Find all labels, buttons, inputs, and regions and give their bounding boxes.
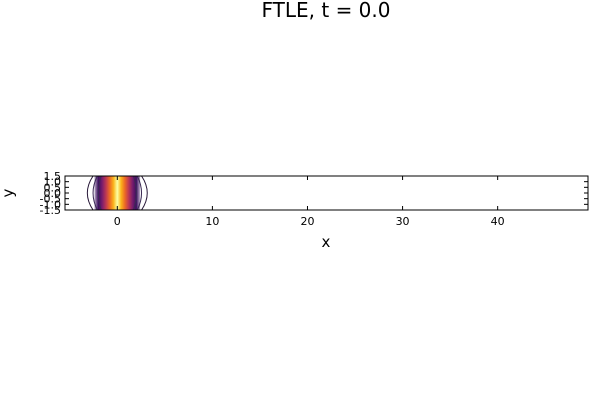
y-tick-label: -0.5 bbox=[40, 193, 61, 206]
ftle-heatmap bbox=[94, 176, 141, 210]
x-axis-label: x bbox=[322, 233, 331, 251]
plot-area bbox=[65, 176, 588, 210]
contour-line-mid-right bbox=[136, 176, 143, 210]
contour-line-inner-left bbox=[97, 176, 102, 210]
x-tick-label: 0 bbox=[114, 215, 121, 228]
chart-title: FTLE, t = 0.0 bbox=[262, 0, 391, 22]
contour-line-outer-right bbox=[141, 176, 148, 210]
y-tick-label: 1.5 bbox=[44, 170, 62, 183]
x-tick-label: 30 bbox=[396, 215, 410, 228]
contour-line-mid-left bbox=[92, 176, 98, 210]
x-tick-label: 20 bbox=[300, 215, 314, 228]
x-tick-label: 10 bbox=[205, 215, 219, 228]
y-axis-label: y bbox=[0, 188, 17, 197]
y-tick-label: 1.0 bbox=[44, 176, 62, 189]
y-tick-label: 0.5 bbox=[44, 181, 62, 194]
y-tick-label: -1.0 bbox=[40, 198, 61, 211]
y-tick-label: 0.0 bbox=[44, 187, 62, 200]
y-tick-label: -1.5 bbox=[40, 204, 61, 217]
x-tick-label: 40 bbox=[491, 215, 505, 228]
contour-line-outer-left bbox=[86, 176, 94, 210]
contour-line-inner-right bbox=[132, 176, 137, 210]
